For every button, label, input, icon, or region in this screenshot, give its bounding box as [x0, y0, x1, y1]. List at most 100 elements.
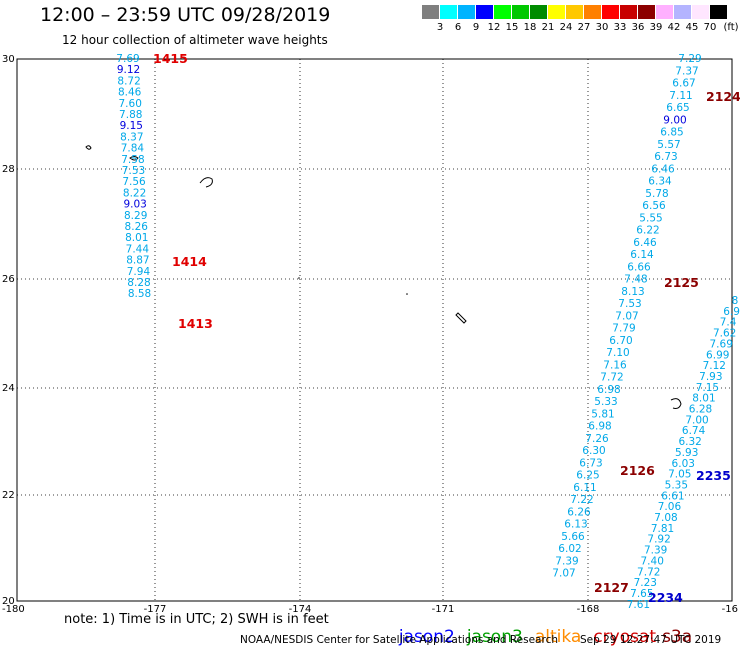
wave-height-value: 5.93	[675, 447, 698, 459]
wave-height-value: 5.55	[639, 212, 662, 224]
generated-timestamp: Sep 29 12:27:47 UTC 2019	[580, 634, 722, 646]
wave-height-value: 7.93	[699, 371, 722, 383]
wave-height-value: 8.01	[125, 232, 148, 244]
wave-height-value: 6.61	[661, 490, 684, 502]
wave-height-value: 6.03	[672, 458, 695, 470]
island-outline	[199, 177, 213, 188]
wave-height-value: 6.26	[567, 506, 591, 518]
legend-swatch	[494, 5, 511, 19]
legend-label: 6	[454, 22, 462, 33]
wave-height-value: 9.15	[120, 120, 143, 132]
wave-height-value: 7.16	[603, 359, 627, 371]
wave-height-value: 8.37	[120, 131, 143, 143]
wave-height-value: 7.15	[696, 382, 719, 394]
legend-label: 3	[436, 22, 444, 33]
wave-height-value: 7.07	[615, 310, 638, 322]
lat-lon-grid	[16, 58, 733, 602]
map-frame	[16, 58, 733, 602]
wave-height-value: 6.73	[654, 151, 677, 163]
wave-height-value: 7.29	[678, 53, 701, 65]
pass-time-label: 1413	[178, 316, 213, 331]
wave-height-value: 6.11	[573, 482, 596, 494]
wave-height-value: 6.65	[666, 102, 689, 114]
legend-swatch	[656, 5, 673, 19]
wave-height-value: 7.23	[634, 577, 657, 589]
wave-height-value: 6.30	[582, 445, 605, 457]
wave-height-value: 7.92	[647, 534, 670, 546]
legend-label: 15	[505, 22, 519, 33]
wave-height-value: 6.74	[682, 425, 706, 437]
wave-height-value: 7.22	[570, 494, 593, 506]
legend-swatch	[458, 5, 475, 19]
pass-time-label: 2127	[594, 580, 629, 595]
wave-height-value: 7.84	[121, 143, 145, 155]
legend-swatch	[620, 5, 637, 19]
legend-swatch	[512, 5, 529, 19]
altimeter-track: 86.97.47.627.696.997.127.937.158.016.287…	[627, 295, 740, 611]
wave-height-value: 7.39	[644, 545, 667, 557]
wave-height-value: 7.00	[685, 414, 708, 426]
wave-height-value: 7.40	[641, 555, 664, 567]
legend-swatch	[638, 5, 655, 19]
wave-height-value: 7.62	[713, 328, 736, 340]
wave-height-value: 6.02	[558, 543, 581, 555]
wave-height-value: 8	[732, 295, 739, 307]
wave-height-value: 7.37	[675, 65, 698, 77]
legend-label: 42	[667, 22, 681, 33]
legend-swatch	[422, 5, 439, 19]
altimeter-track: 7.699.128.728.467.607.889.158.377.847.58…	[116, 53, 151, 300]
wave-height-value: 7.88	[119, 109, 142, 121]
wave-height-value: 7.61	[627, 599, 650, 611]
island-dot	[298, 277, 300, 279]
wave-height-value: 7.26	[585, 433, 609, 445]
wave-height-value: 7.11	[669, 90, 692, 102]
legend-label: 18	[523, 22, 537, 33]
legend-label: 36	[631, 22, 645, 33]
x-tick-label: -177	[144, 604, 167, 615]
wave-height-value: 6.34	[648, 176, 672, 188]
legend-swatch	[710, 5, 727, 19]
sat-s3a: s3a	[662, 627, 693, 647]
legend-label: 24	[559, 22, 573, 33]
legend-label: 21	[541, 22, 555, 33]
wave-height-value: 8.46	[118, 87, 142, 99]
wave-height-value: 6.85	[660, 127, 683, 139]
pass-time-labels: 1415 1414 1413 2124 2125 2126 2127 2235 2234	[153, 51, 740, 605]
wave-height-value: 7.06	[658, 501, 682, 513]
legend-swatch	[476, 5, 493, 19]
wave-height-value: 7.65	[630, 588, 653, 600]
legend-swatch	[602, 5, 619, 19]
wave-height-value: 6.13	[564, 519, 587, 531]
pass-time-label: 2126	[620, 463, 655, 478]
pass-time-label: 2235	[696, 468, 731, 483]
legend-swatch	[548, 5, 565, 19]
wave-height-value: 8.87	[126, 255, 149, 267]
wave-height-value: 6.73	[579, 457, 602, 469]
wave-height-value: 9.00	[663, 114, 686, 126]
sat-altika: altika	[534, 627, 582, 647]
wave-height-value: 7.53	[618, 298, 641, 310]
pass-time-label: 1415	[153, 51, 188, 66]
wave-height-value: 6.66	[627, 261, 651, 273]
wave-height-value: 8.58	[128, 288, 151, 300]
wave-height-value: 6.25	[576, 470, 599, 482]
legend-unit: (ft)	[723, 22, 739, 33]
wave-height-value: 7.07	[552, 568, 575, 580]
y-tick-label: 22	[2, 490, 15, 501]
wave-height-value: 7.60	[119, 98, 142, 110]
x-tick-label: -16	[722, 604, 738, 615]
altimeter-track: 7.297.376.677.116.659.006.855.576.736.46…	[552, 53, 701, 580]
wave-height-value: 6.28	[689, 404, 712, 416]
wave-height-value: 7.72	[600, 372, 623, 384]
legend-swatch	[692, 5, 709, 19]
wave-height-value: 6.46	[651, 163, 675, 175]
island-outline	[85, 145, 92, 150]
wave-height-value: 6.70	[609, 335, 632, 347]
wave-height-value: 8.29	[124, 210, 147, 222]
wave-height-value: 8.22	[123, 187, 146, 199]
x-tick-label: -171	[432, 604, 455, 615]
credit-line: NOAA/NESDIS Center for Satellite Applica…	[240, 634, 558, 646]
island-outline	[129, 156, 139, 161]
wave-height-value: 6.56	[642, 200, 666, 212]
legend-label: 39	[649, 22, 663, 33]
